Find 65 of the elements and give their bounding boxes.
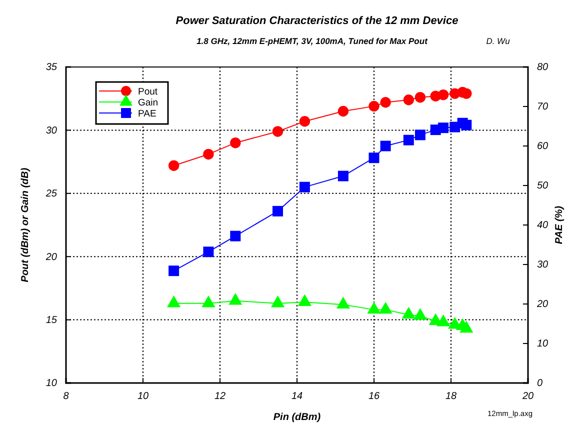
point [378,302,392,314]
text: D. Wu [486,36,510,46]
point [168,266,180,276]
point [430,90,441,102]
chart-subtitle: 1.8 GHz, 12mm E-pHEMT, 3V, 100mA, Tuned for Max Pout [196,36,429,46]
point [380,97,391,108]
x-tick-label: 14 [291,391,303,402]
point [403,134,414,146]
chart-title: Power Saturation Characteristics of the 12 mm Device [176,15,458,27]
point [202,296,216,308]
point [338,170,348,182]
legend-label: Gain [138,98,158,108]
x-tick-label: 8 [63,391,70,402]
y-tick-label: 25 [44,188,58,200]
y2-axis-title: PAE (%) [554,205,565,244]
x-tick-label: 16 [368,391,380,402]
point [402,306,416,319]
point [167,296,181,308]
y2-tick-label: 10 [537,338,549,350]
point [203,148,214,160]
point [299,116,310,127]
y-tick-label: 20 [44,252,58,263]
point [168,160,180,171]
point [228,292,242,305]
point [203,246,214,258]
point [230,230,241,242]
y-tick-label: 30 [46,125,58,136]
point [450,88,460,99]
legend-label: PAE [138,108,156,120]
point [270,296,285,308]
y2-tick-label: 0 [537,378,543,390]
point [413,308,427,320]
y-axis-title: Pout (dBm) or Gain (dB) [20,167,31,282]
point [272,126,284,137]
point [450,122,460,132]
y-tick-label: 10 [46,378,58,390]
point [298,294,312,306]
y-tick-label: 35 [46,62,58,74]
x-tick-label: 10 [137,391,149,402]
x-tick-label: 18 [445,391,457,402]
y2-tick-label: 40 [537,220,549,232]
point [430,124,441,136]
point [403,94,414,106]
y2-tick-label: 50 [537,180,549,192]
point [338,106,349,117]
point [368,152,380,164]
y2-tick-label: 80 [537,62,549,74]
point [380,140,391,152]
point [367,302,381,314]
point [336,296,350,309]
y2-tick-label: 20 [536,299,549,310]
point [272,206,283,216]
legend-label: Pout [138,86,158,98]
point [414,92,426,103]
x-tick-label: 20 [521,391,534,402]
y2-tick-label: 70 [537,102,549,113]
point [368,100,380,112]
y-tick-label: 15 [46,315,58,326]
y2-tick-label: 30 [537,260,549,271]
point [230,138,241,148]
point [414,130,426,140]
y2-tick-label: 60 [537,141,549,152]
x-axis-title: Pin (dBm) [273,412,322,423]
x-tick-label: 12 [214,391,226,402]
point [299,182,310,192]
